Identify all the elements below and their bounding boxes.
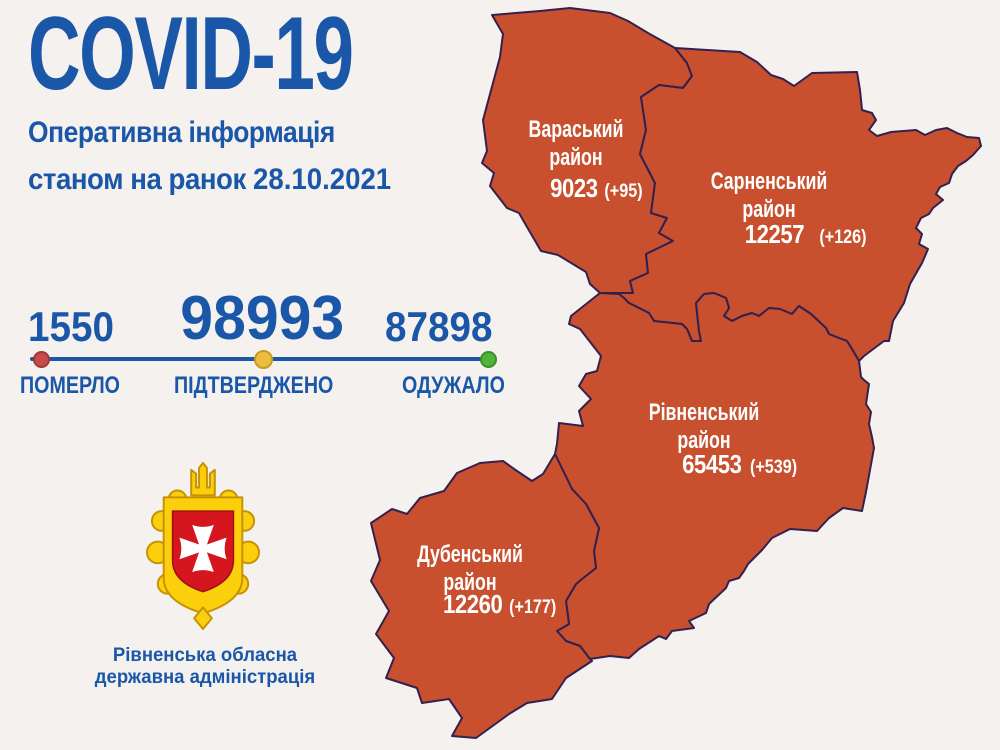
stat-died-value: 1550	[28, 303, 114, 350]
confirmed-dot	[254, 350, 273, 369]
org-line1: Рівненська обласна	[112, 644, 298, 666]
stat-confirmed-label: ПІДТВЕРДЖЕНО	[174, 372, 334, 399]
stat-recovered-label: ОДУЖАЛО	[402, 372, 505, 399]
district-stats-rivnenskyi: 65453 (+539)	[590, 449, 890, 480]
district-label-sarnenskyi: Сарненський район	[710, 168, 828, 223]
page-title: COVID-19	[28, 0, 354, 112]
subtitle-line1: Оперативна інформація	[28, 116, 335, 149]
sarnenskyi-cases: 12257	[745, 219, 805, 249]
organization-name: Рівненська обласна державна адміністраці…	[85, 644, 325, 688]
crest-white-cross-icon	[179, 524, 227, 573]
rivnenskyi-delta: (+539)	[750, 457, 798, 478]
varaskyi-delta: (+95)	[604, 181, 643, 202]
sarnenskyi-delta: (+126)	[819, 227, 867, 248]
subtitle-line2: станом на ранок 28.10.2021	[28, 163, 391, 197]
district-label-varaskyi: Вараський район	[528, 116, 624, 171]
recovered-dot	[480, 351, 497, 368]
district-stats-sarnenskyi: 12257 (+126)	[656, 219, 956, 250]
dubenskyi-cases: 12260	[443, 589, 503, 619]
district-shape-dubenskyi	[370, 453, 600, 739]
stat-recovered-value: 87898	[385, 303, 493, 350]
district-stats-dubenskyi: 12260 (+177)	[350, 589, 650, 620]
district-label-dubenskyi: Дубенський район	[417, 541, 523, 596]
district-stats-varaskyi: 9023 (+95)	[446, 173, 746, 204]
district-label-rivnenskyi: Рівненський район	[648, 399, 760, 454]
dubenskyi-delta: (+177)	[509, 597, 557, 618]
report-date: 28.10.2021	[253, 163, 392, 196]
stat-confirmed-value: 98993	[180, 284, 344, 353]
stat-died-label: ПОМЕРЛО	[20, 372, 120, 399]
subtitle-prefix: станом на ранок	[28, 163, 254, 196]
varaskyi-cases: 9023	[549, 173, 598, 203]
org-line2: державна адміністрація	[94, 666, 316, 688]
trident-icon	[190, 461, 216, 497]
rivne-oblast-coat-of-arms-icon	[146, 461, 260, 631]
died-dot	[33, 351, 50, 368]
rivnenskyi-cases: 65453	[682, 449, 743, 479]
